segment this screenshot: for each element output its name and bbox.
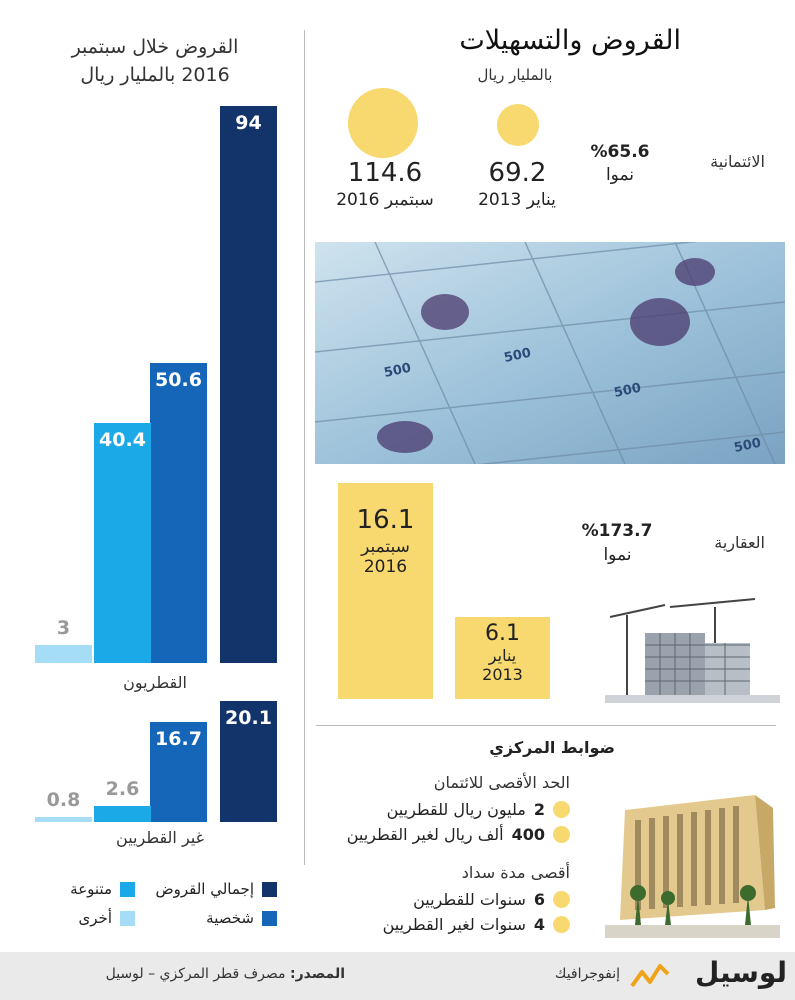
credit-limit-qatari-num: 2 — [533, 800, 545, 819]
value-label-diverse-g0: 40.4 — [99, 429, 146, 452]
construction-image — [605, 595, 780, 703]
footer: المصدر: مصرف قطر المركزي – لوسيل إنفوجرا… — [0, 952, 795, 1000]
chart-title: القروض خلال سبتمبر 2016 بالمليار ريال — [20, 33, 290, 89]
realestate-jan-value: 6.1 — [485, 621, 520, 646]
bullet-dot-icon — [553, 916, 570, 933]
svg-text:500: 500 — [613, 381, 643, 401]
credit-limit-qatari-text: مليون ريال للقطريين — [386, 800, 526, 819]
repay-non-qatari-num: 4 — [533, 915, 545, 934]
value-label-other-g0: 3 — [56, 617, 71, 640]
legend-swatch-diverse — [120, 881, 135, 897]
value-label-other-g1: 0.8 — [46, 789, 81, 811]
bar-diverse-g0 — [94, 423, 151, 663]
repay-heading: أقصى مدة سداد — [461, 863, 570, 882]
legend-total: إجمالي القروض — [145, 880, 277, 898]
svg-text:500: 500 — [383, 361, 413, 381]
svg-text:500: 500 — [733, 436, 763, 456]
bullet-dot-icon — [553, 801, 570, 818]
group-label-non-qatari: غير القطريين — [116, 828, 204, 847]
bullet-dot-icon — [553, 826, 570, 843]
credit-jan-value: 69.2 — [488, 158, 547, 188]
bar-other-g0 — [35, 645, 92, 663]
value-label-total-g1: 20.1 — [225, 707, 272, 730]
bullet-dot-icon — [553, 891, 570, 908]
svg-text:500: 500 — [503, 346, 533, 366]
credit-growth: %65.6 — [590, 142, 650, 162]
bar-personal-g1 — [150, 721, 207, 822]
circle-sep-2016 — [348, 88, 418, 158]
value-label-total-g0: 94 — [235, 111, 262, 134]
value-label-diverse-g1: 2.6 — [105, 778, 140, 801]
section-divider — [316, 725, 776, 726]
source-label: المصدر: — [290, 966, 345, 982]
credit-jan-label: يناير 2013 — [478, 190, 556, 210]
credit-limit-qatari: 2 مليون ريال للقطريين — [387, 800, 570, 819]
realestate-growth-word: نموا — [603, 545, 632, 565]
source-text: مصرف قطر المركزي – لوسيل — [105, 966, 286, 982]
chart-title-line1: القروض خلال سبتمبر — [71, 36, 239, 58]
credit-limit-non-qatari-text: ألف ريال لغير القطريين — [346, 825, 504, 844]
bar-diverse-g1 — [94, 806, 151, 822]
repay-non-qatari: 4 سنوات لغير القطريين — [383, 915, 570, 934]
controls-title: ضوابط المركزي — [489, 738, 615, 757]
banknotes-image: 500 500 500 500 — [314, 231, 786, 483]
repay-non-qatari-text: سنوات لغير القطريين — [382, 915, 526, 934]
column-divider — [304, 30, 305, 865]
realestate-sep-value: 16.1 — [356, 505, 415, 535]
legend-swatch-total — [262, 881, 277, 897]
realestate-jan-month: يناير — [488, 646, 517, 665]
circle-jan-2013 — [497, 104, 539, 146]
legend-other: أخرى — [40, 909, 135, 927]
bar-total-g0 — [220, 105, 277, 663]
section-subtitle: بالمليار ريال — [477, 66, 553, 84]
legend-diverse: متنوعة — [40, 880, 135, 898]
credit-sep-label: سبتمبر 2016 — [336, 190, 434, 210]
source-line: المصدر: مصرف قطر المركزي – لوسيل — [55, 966, 345, 982]
legend-label-total: إجمالي القروض — [155, 880, 254, 898]
group-label-qatari: القطريون — [123, 673, 187, 692]
credit-limit-heading: الحد الأقصى للائتمان — [433, 773, 570, 792]
bar-total-g1 — [220, 701, 277, 822]
realestate-sep-year: 2016 — [363, 557, 408, 577]
credit-limit-non-qatari: 400 ألف ريال لغير القطريين — [347, 825, 570, 844]
brand-subtitle: إنفوجرافيك — [554, 966, 620, 982]
value-label-personal-g1: 16.7 — [155, 727, 202, 750]
credit-growth-word: نموا — [605, 165, 635, 185]
chart-title-line2: 2016 بالمليار ريال — [80, 64, 230, 86]
realestate-label: العقارية — [714, 533, 765, 552]
credit-limit-non-qatari-num: 400 — [511, 825, 545, 844]
realestate-sep-month: سبتمبر — [361, 537, 410, 557]
repay-qatari: 6 سنوات للقطريين — [413, 890, 570, 909]
value-label-personal-g0: 50.6 — [155, 368, 202, 391]
realestate-growth: %173.7 — [581, 521, 653, 541]
section-title: القروض والتسهيلات — [459, 25, 681, 56]
legend-label-other: أخرى — [78, 909, 112, 927]
realestate-jan-year: 2013 — [482, 665, 523, 684]
legend-personal: شخصية — [145, 909, 277, 927]
legend-label-personal: شخصية — [206, 909, 254, 927]
legend-label-diverse: متنوعة — [70, 880, 112, 898]
legend-swatch-personal — [262, 910, 277, 926]
realestate-jan-box: 6.1 يناير 2013 — [455, 617, 550, 699]
realestate-sep-box: 16.1 سبتمبر 2016 — [338, 483, 433, 699]
legend-swatch-other — [120, 910, 135, 926]
brand-name: لوسيل — [694, 956, 787, 989]
bar-other-g1 — [35, 817, 92, 822]
repay-qatari-num: 6 — [533, 890, 545, 909]
bar-personal-g0 — [150, 362, 207, 663]
credit-label: الائتمانية — [710, 152, 765, 171]
brand-logo-icon — [630, 960, 670, 992]
credit-sep-value: 114.6 — [347, 158, 423, 188]
repay-qatari-text: سنوات للقطريين — [413, 890, 526, 909]
central-bank-building-image — [605, 790, 780, 938]
